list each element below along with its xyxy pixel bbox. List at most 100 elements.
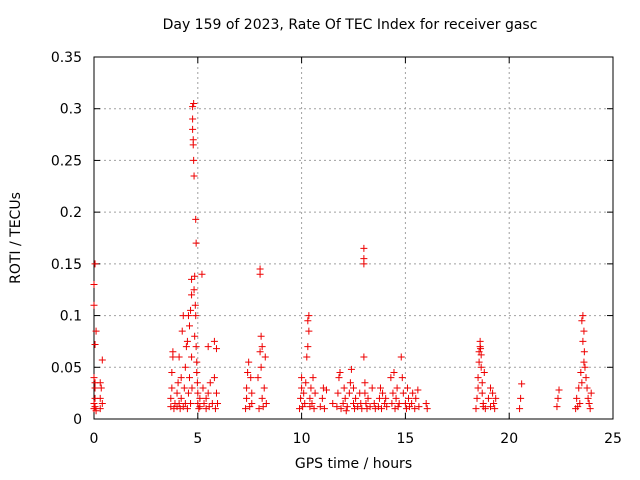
data-point [185, 374, 193, 382]
data-point [336, 368, 344, 376]
data-point [484, 394, 492, 402]
data-point [362, 399, 370, 407]
data-point [304, 317, 312, 325]
data-point [337, 405, 345, 413]
data-point [415, 403, 423, 411]
data-point [98, 356, 106, 364]
data-point [212, 345, 220, 353]
data-point [423, 405, 431, 413]
data-point [408, 399, 416, 407]
data-point [303, 353, 311, 361]
data-point [477, 363, 485, 371]
data-point [517, 394, 525, 402]
data-point [361, 379, 369, 387]
y-tick-label: 0.25 [51, 153, 82, 169]
data-point [301, 399, 309, 407]
data-point [583, 384, 591, 392]
data-point [184, 389, 192, 397]
data-point [350, 384, 357, 392]
data-point [345, 389, 353, 397]
data-point [210, 337, 218, 345]
data-point [475, 358, 483, 366]
data-point [375, 394, 383, 402]
data-point [298, 374, 306, 382]
data-point [168, 368, 176, 376]
data-point [190, 286, 198, 294]
data-point [255, 405, 263, 413]
data-point [183, 405, 191, 413]
data-point [580, 327, 588, 335]
y-tick-label: 0.35 [51, 50, 82, 66]
data-point [212, 389, 220, 397]
data-point [175, 353, 183, 361]
data-point [193, 358, 201, 366]
data-point [491, 405, 499, 413]
data-point [196, 403, 204, 411]
data-point [297, 394, 305, 402]
data-point [585, 399, 593, 407]
data-point [257, 363, 265, 371]
data-point [329, 399, 337, 407]
data-point [579, 337, 587, 345]
data-point [379, 389, 387, 397]
data-point [189, 141, 197, 149]
x-tick-label: 0 [90, 431, 99, 447]
data-point [390, 368, 398, 376]
data-point [366, 403, 374, 411]
data-point [90, 399, 98, 407]
data-point [184, 312, 192, 320]
data-point [256, 270, 264, 278]
data-point [340, 384, 348, 392]
data-point [554, 394, 562, 402]
data-point [309, 374, 317, 382]
data-point [90, 374, 98, 382]
data-point [192, 343, 200, 351]
data-point [91, 341, 99, 349]
data-point [202, 394, 210, 402]
x-tick-label: 10 [293, 431, 311, 447]
x-tick-label: 20 [500, 431, 518, 447]
data-point [169, 348, 177, 356]
data-point [382, 394, 390, 402]
data-point [577, 368, 585, 376]
data-point [242, 405, 250, 413]
data-point [411, 405, 419, 413]
data-point [584, 394, 592, 402]
data-point [477, 351, 485, 359]
data-point [487, 384, 495, 392]
data-point [243, 384, 251, 392]
data-point [302, 379, 310, 387]
data-point [243, 394, 251, 402]
data-point [254, 374, 262, 382]
data-point [587, 389, 595, 397]
data-points [90, 100, 595, 415]
y-tick-label: 0.1 [60, 309, 82, 325]
data-point [580, 358, 588, 366]
data-point [341, 394, 349, 402]
data-point [323, 386, 331, 394]
plot-frame [93, 56, 614, 420]
data-point [174, 379, 182, 387]
data-point [177, 374, 185, 382]
data-point [376, 384, 384, 392]
data-point [389, 389, 397, 397]
data-point [188, 353, 196, 361]
data-point [333, 403, 341, 411]
data-point [414, 386, 422, 394]
data-point [92, 407, 100, 415]
data-point [409, 389, 417, 397]
data-point [190, 100, 198, 108]
data-point [343, 403, 351, 411]
data-point [298, 384, 306, 392]
data-point [581, 363, 589, 371]
grid-lines [94, 57, 613, 419]
data-point [168, 384, 176, 392]
y-tick-label: 0.2 [60, 205, 82, 221]
data-point [576, 399, 584, 407]
data-point [360, 260, 368, 268]
y-axis-label: ROTI / TECUs [8, 192, 24, 284]
data-point [473, 394, 481, 402]
data-point [189, 125, 197, 133]
data-point [399, 389, 407, 397]
data-point [173, 389, 181, 397]
